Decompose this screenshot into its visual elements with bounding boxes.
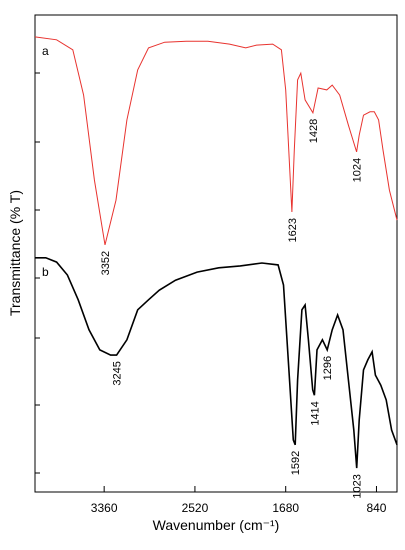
x-tick-label: 3360 xyxy=(91,501,118,515)
peak-label: 3352 xyxy=(100,251,112,275)
peak-label: 1623 xyxy=(287,218,299,242)
series-label: a xyxy=(42,44,49,58)
peak-label: 1023 xyxy=(352,474,364,498)
peak-label: 1428 xyxy=(308,119,320,143)
peak-label: 1024 xyxy=(352,158,364,182)
x-tick-label: 1680 xyxy=(272,501,299,515)
peak-label: 1296 xyxy=(322,356,334,380)
peak-label: 1414 xyxy=(309,401,321,425)
series-label: b xyxy=(42,265,49,279)
y-minor-ticks xyxy=(35,72,40,474)
y-axis-title: Transmittance (% T) xyxy=(7,190,23,316)
spectrum-line xyxy=(34,36,398,246)
spectrum-line xyxy=(35,257,398,469)
x-tick-label: 840 xyxy=(366,501,386,515)
peak-label: 3245 xyxy=(112,361,124,385)
x-tick-label: 2520 xyxy=(182,501,209,515)
plot-frame xyxy=(34,14,398,493)
x-axis-title: Wavenumber (cm⁻¹) xyxy=(153,517,280,533)
peak-label: 1592 xyxy=(290,451,302,475)
